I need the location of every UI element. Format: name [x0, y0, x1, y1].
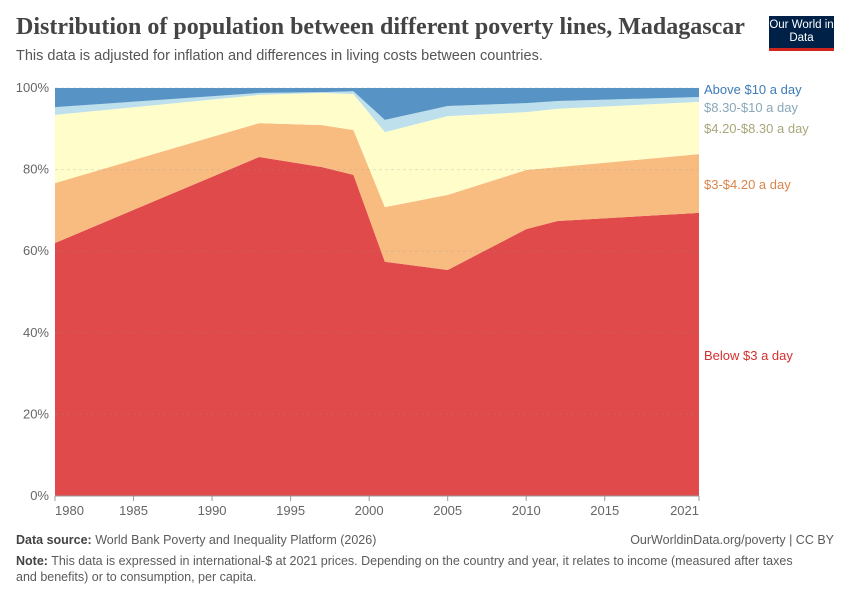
- y-tick-label: 0%: [30, 488, 49, 503]
- area-series-4: [55, 88, 699, 120]
- source-url[interactable]: OurWorldinData.org/poverty | CC BY: [630, 533, 834, 547]
- source-label: Data source:: [16, 533, 92, 547]
- x-tick-label: 1990: [198, 503, 227, 518]
- y-tick-label: 80%: [23, 162, 49, 177]
- data-source: Data source: World Bank Poverty and Ineq…: [16, 533, 376, 547]
- legend-label-series-3: $8.30-$10 a day: [704, 100, 798, 115]
- area-series-2: [55, 92, 699, 208]
- owid-logo[interactable]: Our World in Data: [769, 16, 834, 51]
- source-text[interactable]: World Bank Poverty and Inequality Platfo…: [95, 533, 377, 547]
- area-series-1: [55, 123, 699, 270]
- legend-label-series-1: $3-$4.20 a day: [704, 177, 791, 192]
- chart-title: Distribution of population between diffe…: [16, 14, 745, 40]
- area-series-0: [55, 156, 699, 496]
- y-tick-label: 60%: [23, 243, 49, 258]
- x-tick-label: 2010: [512, 503, 541, 518]
- note: Note: This data is expressed in internat…: [16, 553, 816, 585]
- x-tick-label: 2021: [670, 503, 699, 518]
- chart-subtitle: This data is adjusted for inflation and …: [16, 48, 543, 64]
- x-tick-label: 2000: [355, 503, 384, 518]
- legend-label-series-0: Below $3 a day: [704, 348, 793, 363]
- x-tick-label: 1985: [119, 503, 148, 518]
- y-tick-label: 100%: [16, 80, 50, 95]
- note-label: Note:: [16, 554, 48, 568]
- x-tick-label: 2015: [590, 503, 619, 518]
- y-tick-label: 40%: [23, 325, 49, 340]
- y-tick-label: 20%: [23, 406, 49, 421]
- legend-label-series-4: Above $10 a day: [704, 82, 802, 97]
- x-tick-label: 1980: [55, 503, 84, 518]
- legend-label-series-2: $4.20-$8.30 a day: [704, 121, 809, 136]
- x-tick-label: 1995: [276, 503, 305, 518]
- note-text: This data is expressed in international-…: [16, 554, 793, 584]
- x-tick-label: 2005: [433, 503, 462, 518]
